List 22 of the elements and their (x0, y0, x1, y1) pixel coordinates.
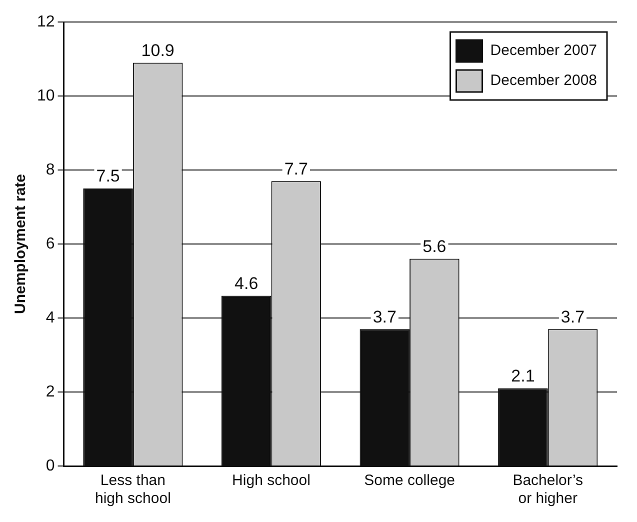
data-label: 7.7 (284, 159, 308, 178)
x-tick-label: Some college (364, 472, 455, 490)
data-label: 10.9 (141, 40, 174, 60)
data-label: 5.6 (422, 236, 446, 256)
y-tick-label: 4 (46, 309, 55, 326)
legend-label: December 2008 (490, 72, 598, 90)
x-tick-label: Less than high school (95, 472, 171, 508)
data-label: 2.1 (511, 366, 535, 386)
y-tick-label: 2 (46, 383, 55, 400)
y-tick-label: 12 (37, 13, 55, 30)
y-tick-label: 10 (37, 87, 55, 104)
legend-label: December 2007 (490, 42, 598, 60)
x-tick-label: High school (232, 472, 310, 490)
data-label: 3.7 (372, 307, 396, 326)
data-label: 4.6 (234, 274, 258, 293)
y-axis-title: Unemployment rate (12, 174, 30, 314)
y-tick-label: 6 (46, 235, 55, 252)
y-tick-label: 8 (46, 161, 55, 178)
x-tick-label: Bachelor’s or higher (512, 472, 584, 508)
data-label: 7.5 (96, 166, 120, 186)
data-label: 3.7 (560, 307, 585, 326)
y-tick-label: 0 (46, 457, 55, 474)
